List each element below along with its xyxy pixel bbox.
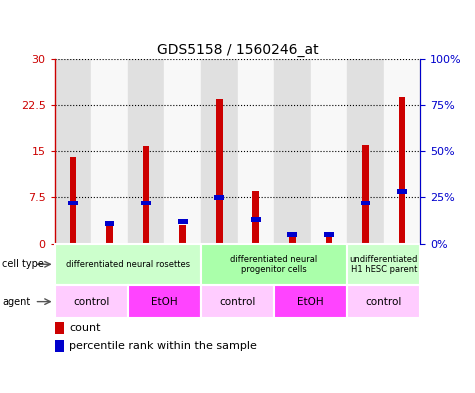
Bar bbox=[362, 145, 369, 244]
Text: cell type: cell type bbox=[2, 259, 44, 269]
Bar bbox=[201, 244, 347, 285]
Bar bbox=[104, 221, 114, 226]
Bar bbox=[128, 59, 164, 244]
Bar bbox=[347, 59, 384, 244]
Bar bbox=[347, 285, 420, 318]
Bar bbox=[361, 200, 370, 206]
Bar bbox=[91, 59, 128, 244]
Bar bbox=[251, 217, 261, 222]
Bar bbox=[143, 146, 149, 244]
Bar bbox=[55, 340, 64, 352]
Bar bbox=[128, 285, 201, 318]
Bar bbox=[55, 59, 91, 244]
Text: control: control bbox=[219, 297, 256, 307]
Bar bbox=[289, 236, 295, 244]
Text: EtOH: EtOH bbox=[297, 297, 324, 307]
Bar bbox=[55, 285, 128, 318]
Bar bbox=[70, 158, 76, 244]
Bar bbox=[68, 200, 78, 206]
Bar bbox=[238, 59, 274, 244]
Bar bbox=[201, 285, 274, 318]
Bar bbox=[274, 59, 311, 244]
Bar bbox=[178, 219, 188, 224]
Text: agent: agent bbox=[2, 297, 30, 307]
Bar bbox=[55, 244, 201, 285]
Text: differentiated neural rosettes: differentiated neural rosettes bbox=[66, 260, 190, 269]
Bar bbox=[106, 222, 113, 244]
Bar bbox=[397, 189, 407, 195]
Bar bbox=[311, 59, 347, 244]
Bar bbox=[55, 322, 64, 334]
Text: percentile rank within the sample: percentile rank within the sample bbox=[69, 341, 257, 351]
Bar bbox=[164, 59, 201, 244]
Bar bbox=[141, 200, 151, 206]
Bar bbox=[399, 97, 405, 244]
Text: EtOH: EtOH bbox=[151, 297, 178, 307]
Text: control: control bbox=[366, 297, 402, 307]
Bar bbox=[216, 99, 222, 244]
Bar bbox=[214, 195, 224, 200]
Text: control: control bbox=[73, 297, 109, 307]
Bar bbox=[287, 232, 297, 237]
Title: GDS5158 / 1560246_at: GDS5158 / 1560246_at bbox=[157, 42, 318, 57]
Bar bbox=[253, 191, 259, 244]
Bar bbox=[180, 225, 186, 244]
Bar bbox=[326, 236, 332, 244]
Bar bbox=[274, 285, 347, 318]
Bar bbox=[324, 232, 334, 237]
Text: count: count bbox=[69, 323, 101, 333]
Bar bbox=[347, 244, 420, 285]
Text: undifferentiated
H1 hESC parent: undifferentiated H1 hESC parent bbox=[350, 255, 418, 274]
Bar bbox=[201, 59, 238, 244]
Text: differentiated neural
progenitor cells: differentiated neural progenitor cells bbox=[230, 255, 318, 274]
Bar bbox=[384, 59, 420, 244]
